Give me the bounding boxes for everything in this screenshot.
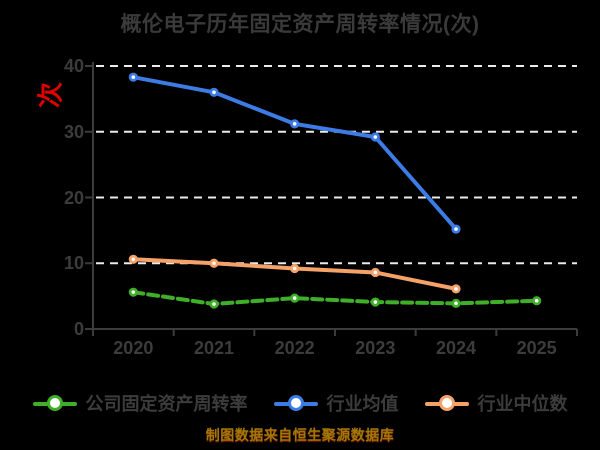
- industry-average-legend-marker-icon: [273, 395, 318, 412]
- data-point-marker: [128, 254, 138, 264]
- data-point-marker: [451, 284, 461, 294]
- legend-item-industry-average[interactable]: 行业均值: [273, 390, 399, 416]
- y-tick-label: 0: [73, 319, 84, 339]
- x-tick-label: 2020: [113, 338, 154, 358]
- y-tick-label: 10: [63, 253, 84, 274]
- data-point-marker: [209, 87, 219, 97]
- data-point-marker: [451, 224, 461, 234]
- x-tick-label: 2024: [435, 338, 477, 358]
- data-point-marker: [532, 296, 542, 306]
- data-point-marker: [209, 299, 219, 309]
- x-tick-label: 2022: [274, 338, 315, 358]
- data-point-marker: [370, 297, 380, 307]
- y-tick-label: 30: [63, 121, 84, 142]
- company-series-legend-marker-icon: [32, 395, 77, 412]
- industry-median-legend-marker-icon: [424, 395, 469, 412]
- footer-caption: 制图数据来自恒生聚源数据库: [205, 427, 395, 443]
- data-point-marker: [290, 119, 300, 129]
- data-point-marker: [370, 132, 380, 142]
- data-point-marker: [128, 72, 138, 82]
- chart-title: 概伦电子历年固定资产周转率情况(次): [120, 13, 480, 36]
- data-point-marker: [370, 267, 380, 278]
- legend-label-company-turnover: 公司固定资产周转率: [85, 394, 248, 414]
- legend-item-company-turnover[interactable]: 公司固定资产周转率: [32, 390, 248, 416]
- data-point-marker: [209, 258, 219, 268]
- data-point-marker: [290, 293, 300, 303]
- y-tick-label: 40: [63, 56, 84, 76]
- data-point-marker: [290, 263, 300, 274]
- legend-label-industry-average: 行业均值: [326, 394, 399, 414]
- data-point-marker: [451, 298, 461, 308]
- x-tick-label: 2021: [193, 338, 235, 358]
- series-line-行业均值: [131, 75, 458, 232]
- x-tick-label: 2023: [355, 338, 396, 358]
- x-tick-label: 2025: [516, 338, 557, 358]
- legend-label-industry-median: 行业中位数: [477, 394, 568, 414]
- legend: 公司固定资产周转率 行业均值 行业中位数: [0, 389, 600, 417]
- data-point-marker: [128, 287, 138, 297]
- y-tick-label: 20: [63, 187, 84, 208]
- series-line-公司固定资产周转率: [131, 290, 539, 307]
- legend-item-industry-median[interactable]: 行业中位数: [424, 390, 568, 416]
